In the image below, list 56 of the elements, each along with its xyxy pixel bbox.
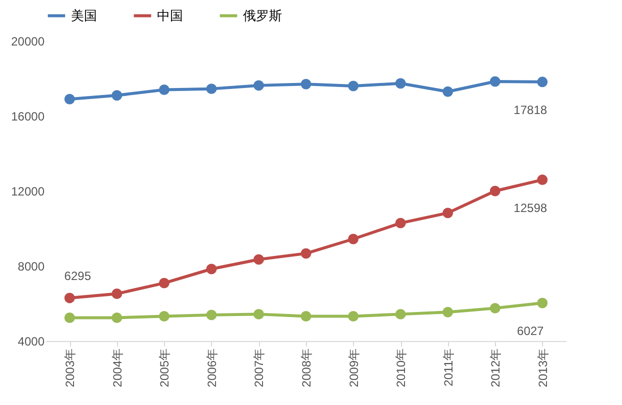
point	[490, 76, 500, 87]
point	[537, 174, 548, 186]
point	[253, 80, 264, 91]
point	[490, 302, 500, 314]
point	[537, 298, 548, 308]
point	[206, 84, 217, 94]
data-label: 17818	[514, 102, 548, 117]
y-tick-label: 16000	[11, 110, 45, 124]
point	[442, 86, 454, 97]
point	[300, 78, 312, 90]
y-tick-label: 4000	[18, 334, 45, 348]
point	[395, 308, 406, 320]
point	[206, 264, 217, 274]
point	[348, 311, 359, 322]
x-tick-label: 2013年	[536, 348, 550, 388]
point	[64, 292, 75, 304]
x-tick-label: 2003年	[63, 348, 78, 388]
x-tick-label: 2004年	[110, 348, 124, 388]
point	[537, 76, 548, 88]
point	[253, 254, 264, 265]
point	[395, 218, 406, 228]
y-tick-label: 20000	[11, 34, 45, 48]
data-label: 12598	[514, 200, 548, 215]
point	[206, 310, 217, 320]
point	[348, 234, 359, 244]
legend-label: 中国	[157, 8, 183, 23]
data-label: 6295	[64, 268, 92, 283]
data-label: 6027	[517, 324, 544, 338]
legend-label: 美国	[71, 8, 97, 23]
y-tick-label: 12000	[11, 184, 45, 198]
point	[490, 186, 500, 196]
point	[253, 308, 264, 320]
point	[300, 311, 312, 322]
point	[442, 208, 454, 218]
x-tick-label: 2007年	[252, 348, 266, 388]
legend-label: 俄罗斯	[243, 8, 282, 23]
y-tick-label: 8000	[18, 260, 45, 274]
point	[395, 78, 406, 89]
x-tick-label: 2005年	[158, 348, 172, 388]
point	[112, 90, 122, 101]
point	[112, 288, 122, 299]
point	[348, 80, 359, 92]
x-tick-label: 2012年	[488, 348, 503, 388]
point	[112, 312, 122, 323]
point	[158, 311, 170, 322]
x-tick-label: 2010年	[394, 348, 408, 388]
point	[158, 278, 170, 288]
point	[64, 94, 75, 104]
point	[64, 312, 75, 323]
x-tick-label: 2006年	[204, 348, 219, 388]
x-tick-label: 2009年	[346, 348, 361, 388]
point	[442, 306, 454, 318]
point	[158, 84, 170, 95]
x-tick-label: 2011年	[441, 348, 456, 386]
x-tick-label: 2008年	[300, 348, 314, 388]
point	[300, 248, 312, 259]
